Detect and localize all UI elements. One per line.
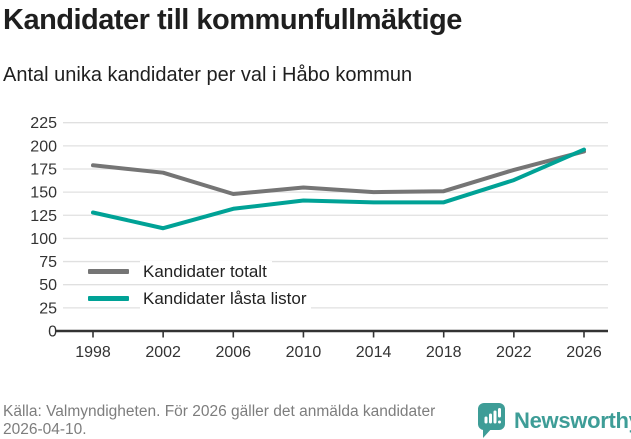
y-tick-label: 0 <box>48 324 57 341</box>
chart-title: Kandidater till kommunfullmäktige <box>3 4 462 36</box>
y-tick-label: 225 <box>30 115 57 132</box>
legend-label-lasta-listor: Kandidater låsta listor <box>140 287 312 310</box>
series-line-0 <box>91 149 587 196</box>
y-tick-label: 75 <box>39 254 57 271</box>
y-tick-label: 25 <box>39 300 57 317</box>
x-tick-label: 2010 <box>286 344 322 361</box>
legend-item-totalt: Kandidater totalt <box>88 258 311 285</box>
legend-swatch-lasta-listor <box>88 296 129 301</box>
x-tick-label: 1998 <box>75 344 111 361</box>
legend-item-lasta-listor: Kandidater låsta listor <box>88 285 312 312</box>
source-note: Källa: Valmyndigheten. För 2026 gäller d… <box>3 403 436 438</box>
y-tick-label: 100 <box>30 231 57 248</box>
line-chart: 0 25 50 75 100 125 150 175 200 225 1998 2002 2006 201… <box>30 115 608 361</box>
legend-swatch-totalt <box>88 269 129 274</box>
x-tick-label: 2022 <box>496 344 532 361</box>
x-tick-label: 2014 <box>356 344 392 361</box>
brand-name: Newsworthy <box>514 407 631 433</box>
legend-label-totalt: Kandidater totalt <box>140 260 272 283</box>
y-tick-label: 200 <box>30 138 57 155</box>
newsworthy-bar-chart-speech-bubble-icon <box>478 403 505 438</box>
y-tick-label: 125 <box>30 208 57 225</box>
y-tick-label: 150 <box>30 185 57 202</box>
chart-subtitle: Antal unika kandidater per val i Håbo ko… <box>3 64 413 86</box>
y-tick-label: 50 <box>39 277 57 294</box>
newsworthy-logo: Newsworthy <box>477 402 631 439</box>
series-line-1 <box>91 147 587 231</box>
x-tick-label: 2002 <box>145 344 181 361</box>
chart-legend: Kandidater totalt Kandidater låsta listo… <box>88 258 312 312</box>
x-tick-label: 2006 <box>215 344 251 361</box>
x-tick-label: 2018 <box>426 344 462 361</box>
y-tick-label: 175 <box>30 161 57 178</box>
x-tick-label: 2026 <box>566 344 602 361</box>
